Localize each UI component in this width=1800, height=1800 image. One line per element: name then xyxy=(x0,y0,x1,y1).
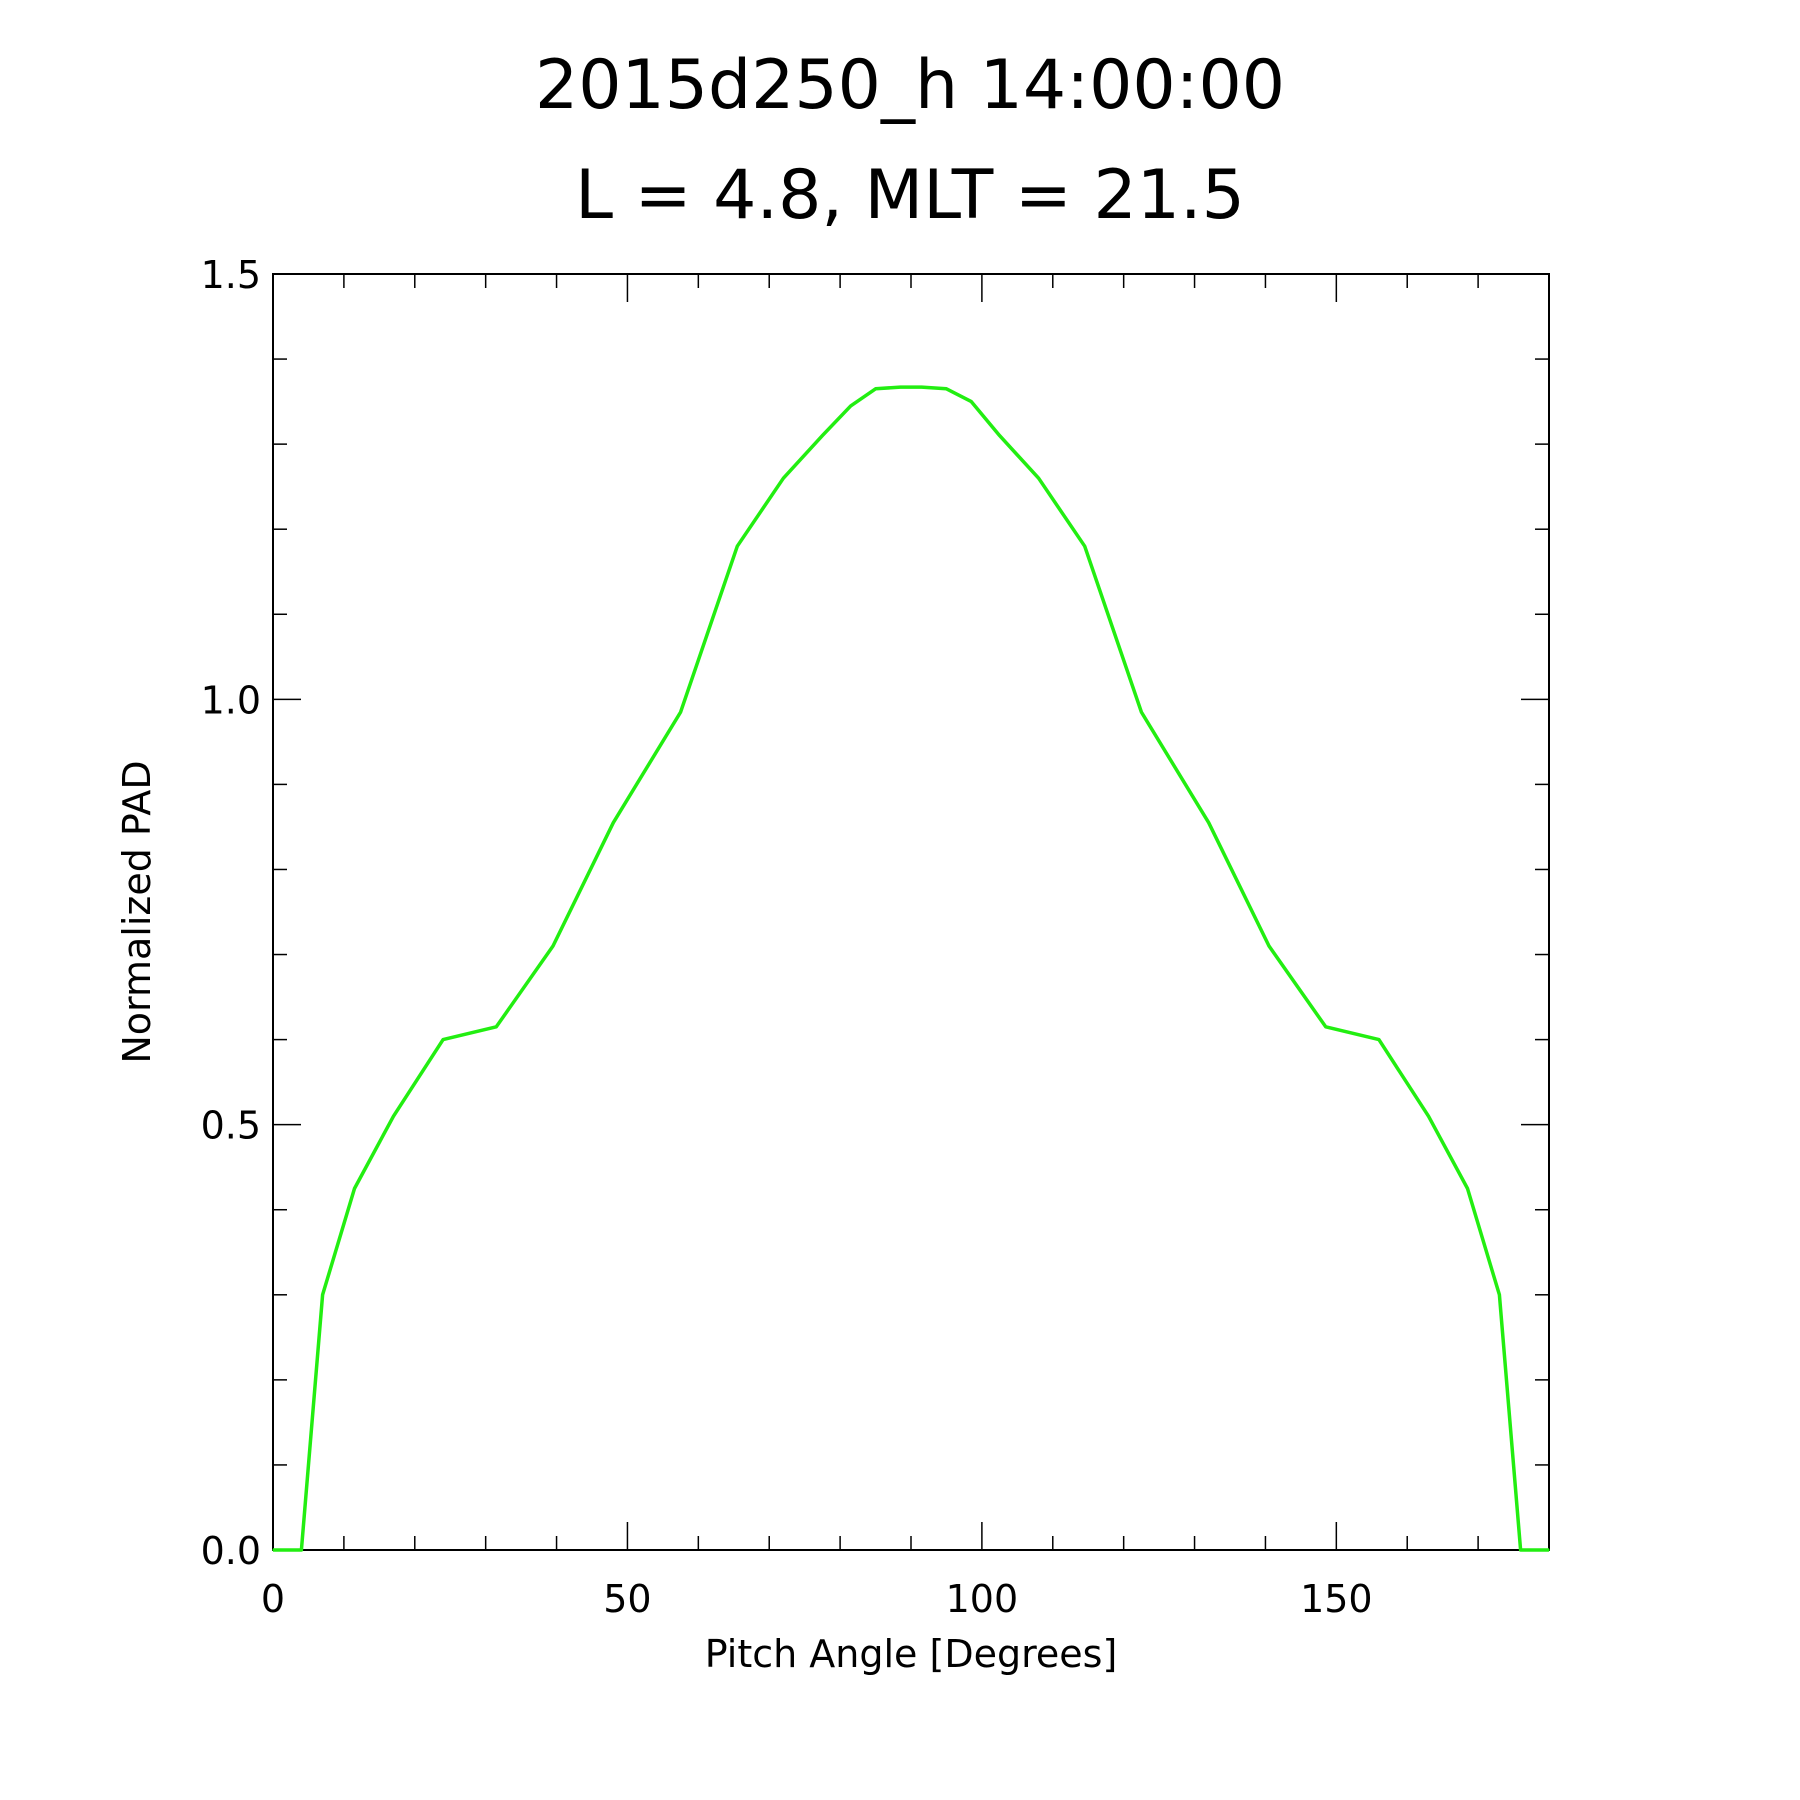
chart-title: 2015d250_h 14:00:00 xyxy=(535,46,1285,125)
series-line xyxy=(273,385,1549,1552)
data-point xyxy=(1140,711,1143,713)
data-point xyxy=(782,477,785,479)
data-point xyxy=(849,405,852,407)
x-tick-label: 150 xyxy=(1300,1577,1373,1621)
data-point xyxy=(998,434,1001,437)
tick-labels: 0 50 100 150 0.0 0.5 1.0 1.5 xyxy=(201,253,1373,1621)
data-point xyxy=(1378,1038,1380,1041)
y-tick-label: 0.0 xyxy=(201,1529,261,1573)
data-point xyxy=(945,388,948,390)
data-point xyxy=(1466,1187,1469,1190)
data-point xyxy=(353,1187,356,1190)
x-tick-label: 50 xyxy=(603,1577,651,1621)
x-tick-label: 100 xyxy=(946,1577,1019,1621)
data-point xyxy=(1548,1549,1550,1551)
data-point xyxy=(679,711,682,713)
data-point xyxy=(300,1549,303,1551)
data-point xyxy=(321,1294,324,1296)
data-point xyxy=(495,1026,498,1028)
x-axis-label: Pitch Angle [Degrees] xyxy=(705,1632,1118,1676)
data-point xyxy=(1427,1115,1430,1117)
data-point xyxy=(899,386,902,388)
data-point xyxy=(1083,545,1086,548)
y-tick-label: 1.5 xyxy=(201,253,261,297)
data-point xyxy=(1037,477,1040,479)
data-point xyxy=(1268,945,1270,947)
data-point xyxy=(920,386,923,388)
minor-ticks xyxy=(273,274,1550,1550)
data-point xyxy=(874,388,877,390)
chart-subtitle: L = 4.8, MLT = 21.5 xyxy=(575,156,1245,235)
x-tick-label: 0 xyxy=(261,1577,285,1621)
data-point xyxy=(392,1115,395,1117)
data-point xyxy=(970,400,973,403)
series-layer xyxy=(272,385,1550,1552)
y-tick-label: 1.0 xyxy=(201,678,261,722)
y-tick-label: 0.5 xyxy=(201,1104,261,1148)
data-point xyxy=(1498,1294,1501,1296)
data-point xyxy=(821,434,824,437)
data-point xyxy=(612,821,615,824)
data-point xyxy=(442,1038,444,1041)
data-point xyxy=(272,1549,274,1551)
data-point xyxy=(1519,1549,1522,1551)
data-point xyxy=(1207,821,1210,824)
y-axis-label: Normalized PAD xyxy=(115,760,159,1063)
data-point xyxy=(552,945,554,947)
data-point xyxy=(1324,1026,1327,1028)
data-point xyxy=(736,545,739,548)
